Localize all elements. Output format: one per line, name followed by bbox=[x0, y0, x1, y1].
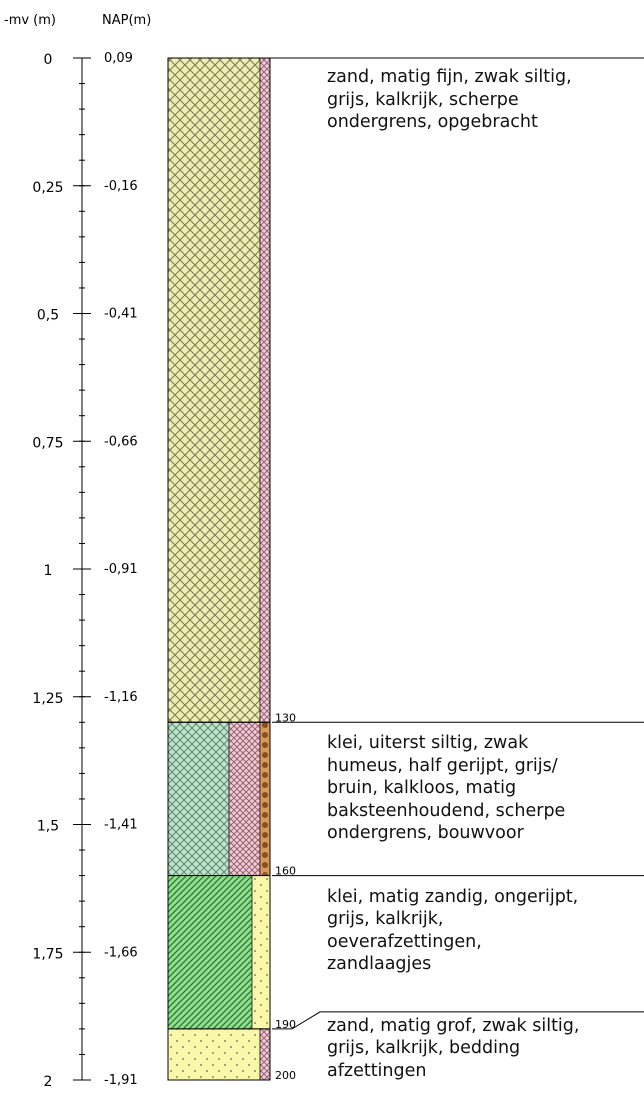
nap-tick-label: -1,41 bbox=[104, 818, 138, 833]
layer-1-description: zand, matig fijn, zwak siltig, grijs, kal… bbox=[327, 66, 644, 134]
description-line: bruin, kalkloos, matig bbox=[327, 778, 517, 799]
description-line: humeus, half gerijpt, grijs/ bbox=[327, 755, 558, 776]
nap-tick-label: -0,66 bbox=[104, 434, 138, 449]
mv-tick-label: 0,75 bbox=[32, 435, 63, 451]
layer-4-description: zand, matig grof, zwak siltig, grijs, kal… bbox=[327, 1015, 644, 1083]
layer-bottom-depth-label: 160 bbox=[275, 865, 296, 878]
description-line: grijs, kalkrijk, scherpe bbox=[327, 89, 519, 110]
nap-tick-label: -0,16 bbox=[104, 179, 138, 194]
mv-tick-label: 1 bbox=[44, 563, 53, 579]
header-nap: NAP(m) bbox=[102, 13, 151, 28]
layer-fills bbox=[167, 57, 271, 1081]
layer-2-fill-crosshatch-green bbox=[167, 721, 230, 876]
nap-tick-label: -1,66 bbox=[104, 945, 138, 960]
mv-tick-label: 0 bbox=[44, 52, 53, 68]
description-line: afzettingen bbox=[327, 1060, 427, 1081]
layer-4-outline bbox=[167, 1028, 271, 1081]
layer-3-description: klei, matig zandig, ongerijpt, grijs, kal… bbox=[327, 886, 644, 976]
description-line: zand, matig fijn, zwak siltig, bbox=[327, 67, 572, 87]
description-line: klei, uiterst siltig, zwak bbox=[327, 733, 529, 754]
layer-boundaries: 130 160 190 200 bbox=[270, 57, 644, 1082]
description-line: zandlaagjes bbox=[327, 954, 432, 975]
mv-tick-label: 1,75 bbox=[32, 946, 63, 962]
layer-4-fill-pink-hatch bbox=[259, 1028, 271, 1081]
mv-tick-label: 1,25 bbox=[32, 691, 63, 707]
description-line: ondergrens, opgebracht bbox=[327, 112, 538, 132]
description-line: ondergrens, bouwvoor bbox=[327, 823, 524, 844]
layer-2-fill-brick bbox=[259, 721, 271, 876]
description-line: zand, matig grof, zwak siltig, bbox=[327, 1015, 580, 1036]
layer-3-fill-sand-dots bbox=[251, 875, 271, 1030]
description-line: baksteenhoudend, scherpe bbox=[327, 800, 566, 821]
layer-2-fill-pink-hatch bbox=[228, 721, 261, 876]
description-line: grijs, kalkrijk, bedding bbox=[327, 1038, 521, 1059]
layer-bottom-depth-label: 190 bbox=[275, 1018, 296, 1031]
layer-4-fill-sand-dots bbox=[167, 1028, 261, 1081]
mv-tick-label: 0,25 bbox=[32, 180, 63, 196]
description-line: klei, matig zandig, ongerijpt, bbox=[327, 886, 579, 907]
mv-tick-label: 2 bbox=[44, 1074, 53, 1090]
nap-tick-label: -0,91 bbox=[104, 562, 138, 577]
layer-bottom-depth-label: 130 bbox=[275, 711, 296, 724]
layer-leader-line bbox=[272, 1011, 644, 1030]
header-mv: -mv (m) bbox=[4, 13, 56, 28]
nap-tick-label: -0,41 bbox=[104, 307, 138, 322]
description-line: oeverafzettingen, bbox=[327, 931, 482, 952]
layer-2-description: klei, uiterst siltig, zwak humeus, half g… bbox=[327, 732, 644, 845]
layer-1-fill-pink-hatch bbox=[259, 57, 271, 723]
major-ticks: 0 0,09 0,25 -0,16 0,5 -0,41 0,75 -0,66 1 -0,91 1,2… bbox=[32, 51, 137, 1090]
mv-tick-label: 0,5 bbox=[37, 308, 59, 324]
layer-3-fill-diag-green bbox=[167, 875, 253, 1030]
nap-tick-label: 0,09 bbox=[104, 51, 133, 66]
layer-1-fill-crosshatch-sand bbox=[167, 57, 261, 723]
nap-tick-label: -1,16 bbox=[104, 690, 138, 705]
mv-tick-label: 1,5 bbox=[37, 819, 59, 835]
description-line: grijs, kalkrijk, bbox=[327, 909, 444, 930]
nap-tick-label: -1,91 bbox=[104, 1073, 138, 1088]
layer-bottom-depth-label: 200 bbox=[275, 1069, 296, 1082]
